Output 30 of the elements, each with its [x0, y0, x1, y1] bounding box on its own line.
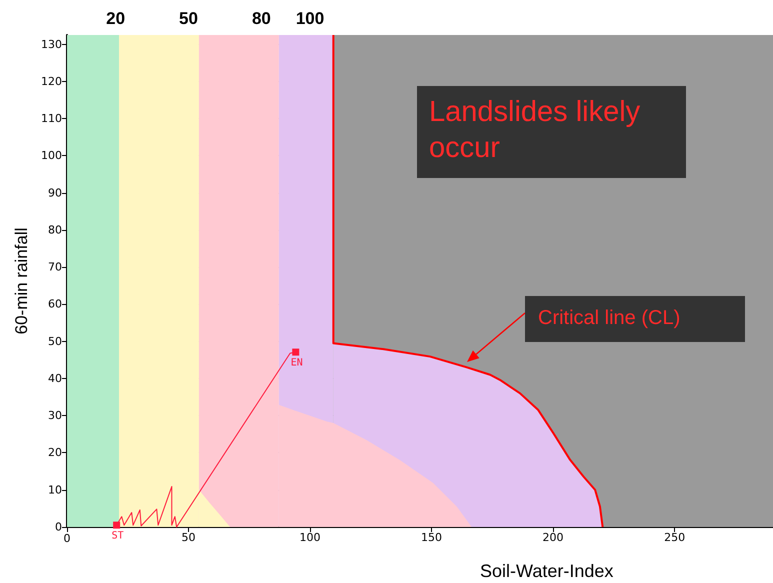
x-tick-label: 150 — [421, 531, 442, 544]
x-tick-label: 100 — [300, 531, 321, 544]
x-tick-label: 0 — [64, 532, 70, 545]
y-axis-title: 60-min rainfall — [12, 228, 31, 334]
y-tick-label: 0 — [55, 520, 62, 534]
y-tick-label: 20 — [48, 446, 62, 460]
x2-tick-label: 50 — [179, 9, 198, 28]
x-tick-label: 250 — [664, 531, 686, 544]
x-tick-label: 50 — [182, 531, 196, 544]
x-tick-label: 200 — [542, 531, 564, 544]
y-tick-label: 70 — [48, 260, 62, 274]
y-tick-label: 90 — [48, 186, 62, 200]
y-tick-label: 60 — [48, 298, 62, 311]
note-box: Landslides likely occur — [417, 86, 686, 178]
y-tick-label: 10 — [48, 483, 62, 496]
y-tick-label: 80 — [48, 223, 62, 236]
annotation: EN — [290, 358, 303, 369]
y-tick-label: 110 — [41, 112, 62, 126]
x2-tick-label: 100 — [296, 9, 324, 28]
x2-tick-label: 80 — [252, 9, 271, 28]
note-box: Critical line (CL) — [525, 296, 745, 342]
x2-tick-label: 20 — [106, 9, 126, 28]
y-tick-label: 50 — [48, 334, 62, 348]
y-tick-label: 30 — [48, 409, 62, 422]
y-tick-label: 40 — [48, 372, 62, 385]
annotation: ST — [112, 530, 124, 542]
y-tick-label: 100 — [41, 149, 62, 162]
y-tick-label: 120 — [41, 74, 62, 88]
x-axis-title: Soil-Water-Index — [480, 561, 614, 581]
y-tick-label: 130 — [41, 38, 62, 51]
